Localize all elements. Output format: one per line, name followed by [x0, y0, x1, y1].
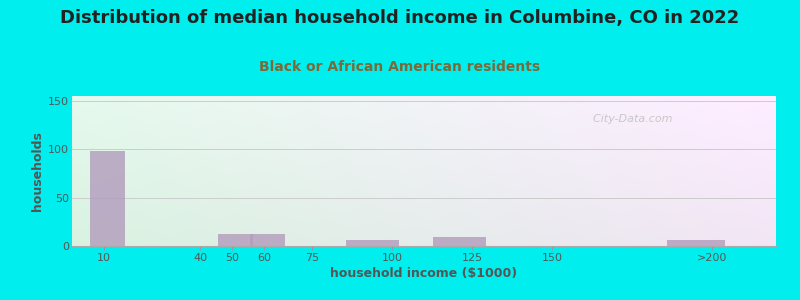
Y-axis label: households: households	[31, 131, 44, 211]
Text: Distribution of median household income in Columbine, CO in 2022: Distribution of median household income …	[60, 9, 740, 27]
Bar	[218, 234, 253, 246]
Bar	[250, 234, 285, 246]
Bar	[90, 151, 125, 246]
Bar	[666, 240, 726, 246]
Text: Black or African American residents: Black or African American residents	[259, 60, 541, 74]
X-axis label: household income ($1000): household income ($1000)	[330, 267, 518, 280]
Bar	[346, 240, 399, 246]
Bar	[433, 237, 486, 246]
Text: City-Data.com: City-Data.com	[586, 114, 673, 124]
